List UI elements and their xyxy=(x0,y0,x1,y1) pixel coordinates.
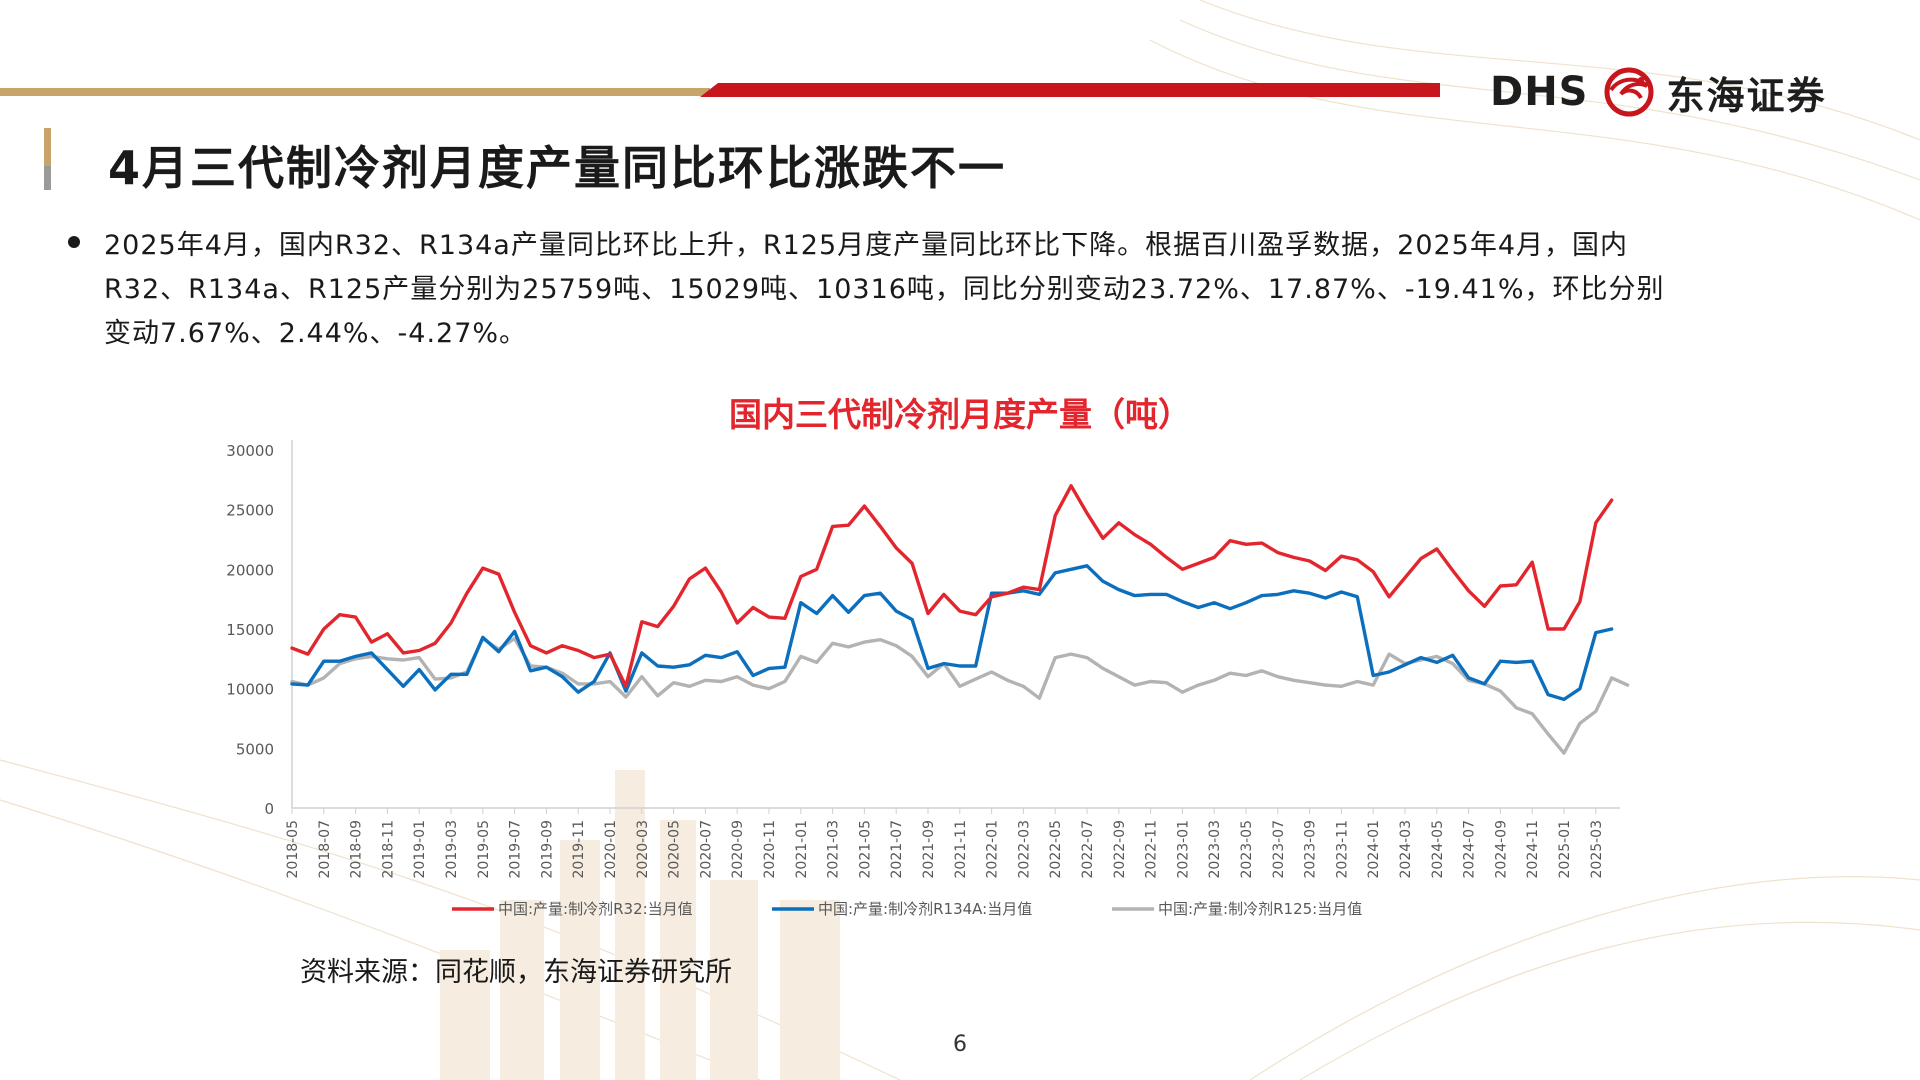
x-tick-label: 2023-09 xyxy=(1303,820,1319,879)
x-tick-label: 2025-03 xyxy=(1589,820,1605,879)
legend-label-1: 中国:产量:制冷剂R32:当月值 xyxy=(498,900,693,918)
header-gold-bar xyxy=(0,88,710,96)
x-tick-label: 2018-09 xyxy=(349,820,365,879)
x-tick-label: 2022-01 xyxy=(985,820,1001,879)
x-tick-label: 2019-11 xyxy=(571,820,587,879)
x-tick-label: 2022-11 xyxy=(1144,820,1160,879)
y-tick-label: 20000 xyxy=(226,561,274,579)
page-number: 6 xyxy=(953,1032,967,1057)
header-red-bar xyxy=(700,83,1440,97)
y-tick-label: 10000 xyxy=(226,681,274,699)
y-tick-label: 25000 xyxy=(226,502,274,520)
y-tick-label: 15000 xyxy=(226,621,274,639)
bullet-line-3: 变动7.67%、2.44%、-4.27%。 xyxy=(104,318,528,349)
x-tick-label: 2024-09 xyxy=(1493,820,1509,879)
x-tick-label: 2024-11 xyxy=(1525,820,1541,879)
x-tick-label: 2022-07 xyxy=(1080,820,1096,879)
bullet-paragraph: 2025年4月，国内R32、R134a产量同比环比上升，R125月度产量同比环比… xyxy=(104,224,1804,356)
x-tick-label: 2019-03 xyxy=(444,820,460,879)
x-tick-label: 2022-09 xyxy=(1112,820,1128,879)
x-tick-label: 2023-11 xyxy=(1334,820,1350,879)
x-tick-label: 2022-05 xyxy=(1048,820,1064,879)
chart-title: 国内三代制冷剂月度产量（吨） xyxy=(729,395,1191,434)
x-tick-label: 2020-11 xyxy=(762,820,778,879)
x-tick-label: 2019-01 xyxy=(412,820,428,879)
x-tick-label: 2023-03 xyxy=(1207,820,1223,879)
x-tick-label: 2019-09 xyxy=(539,820,555,879)
bullet-dot xyxy=(68,236,80,248)
x-tick-label: 2024-01 xyxy=(1366,820,1382,879)
x-tick-label: 2025-01 xyxy=(1557,820,1573,879)
series-line-1 xyxy=(290,484,1614,688)
x-tick-label: 2018-07 xyxy=(317,820,333,879)
y-tick-label: 0 xyxy=(264,800,274,818)
x-tick-label: 2020-09 xyxy=(730,820,746,879)
x-tick-label: 2023-07 xyxy=(1271,820,1287,879)
source-note: 资料来源：同花顺，东海证券研究所 xyxy=(300,957,732,988)
page-title: 4月三代制冷剂月度产量同比环比涨跌不一 xyxy=(108,141,1007,195)
logo-chinese-text: 东海证券 xyxy=(1666,73,1827,118)
title-accent-gray xyxy=(44,166,51,190)
company-logo: DHS 东海证券 xyxy=(1490,62,1870,122)
y-tick-label: 30000 xyxy=(226,442,274,460)
x-tick-label: 2020-05 xyxy=(667,820,683,879)
x-tick-label: 2021-03 xyxy=(826,820,842,879)
x-tick-label: 2019-07 xyxy=(508,820,524,879)
logo-dhs-text: DHS xyxy=(1490,69,1589,115)
bullet-line-2: R32、R134a、R125产量分别为25759吨、15029吨、10316吨，… xyxy=(104,274,1665,305)
x-tick-label: 2021-01 xyxy=(794,820,810,879)
series-line-2 xyxy=(290,564,1614,702)
x-tick-label: 2021-11 xyxy=(953,820,969,879)
y-tick-label: 5000 xyxy=(236,740,274,758)
x-tick-label: 2023-05 xyxy=(1239,820,1255,879)
legend-label-2: 中国:产量:制冷剂R134A:当月值 xyxy=(818,900,1032,918)
line-chart: 0 5000 10000 15000 20000 25000 30000 2018-05 201… xyxy=(226,440,1630,918)
x-tick-label: 2019-05 xyxy=(476,820,492,879)
x-tick-label: 2022-03 xyxy=(1016,820,1032,879)
x-tick-label: 2023-01 xyxy=(1175,820,1191,879)
x-tick-label: 2024-03 xyxy=(1398,820,1414,879)
x-tick-label: 2020-07 xyxy=(698,820,714,879)
title-accent-gold xyxy=(44,128,51,166)
x-tick-label: 2018-11 xyxy=(380,820,396,879)
x-tick-label: 2021-05 xyxy=(857,820,873,879)
x-tick-label: 2021-07 xyxy=(889,820,905,879)
x-tick-label: 2021-09 xyxy=(921,820,937,879)
x-tick-label: 2020-01 xyxy=(603,820,619,879)
bullet-line-1: 2025年4月，国内R32、R134a产量同比环比上升，R125月度产量同比环比… xyxy=(104,230,1629,261)
dragon-logo-icon xyxy=(1604,67,1653,117)
x-tick-label: 2020-03 xyxy=(635,820,651,879)
x-tick-label: 2018-05 xyxy=(285,820,301,879)
x-tick-label: 2024-05 xyxy=(1430,820,1446,879)
legend-label-3: 中国:产量:制冷剂R125:当月值 xyxy=(1158,900,1362,918)
x-tick-label: 2024-07 xyxy=(1462,820,1478,879)
series-line-3 xyxy=(290,636,1630,755)
